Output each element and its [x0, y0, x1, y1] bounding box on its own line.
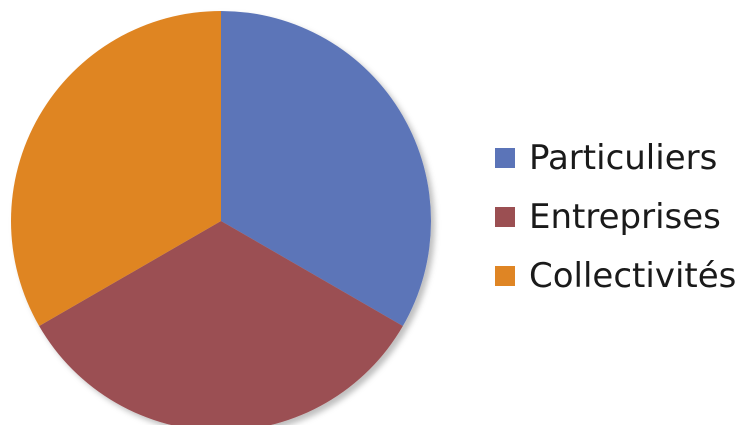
- legend-label: Particuliers: [529, 137, 718, 178]
- pie-slice-collectivites: [10, 11, 221, 326]
- legend-swatch: [495, 147, 515, 168]
- legend-swatch: [495, 265, 515, 286]
- legend-label: Collectivités: [529, 255, 737, 296]
- legend-item-collectivites: Collectivités: [495, 252, 736, 299]
- legend-item-entreprises: Entreprises: [495, 193, 736, 240]
- pie-slice-particuliers: [221, 11, 432, 326]
- legend: Particuliers Entreprises Collectivités: [495, 134, 736, 299]
- pie-slice-entreprises: [39, 221, 403, 425]
- legend-label: Entreprises: [529, 196, 721, 237]
- legend-item-particuliers: Particuliers: [495, 134, 736, 181]
- legend-swatch: [495, 206, 515, 227]
